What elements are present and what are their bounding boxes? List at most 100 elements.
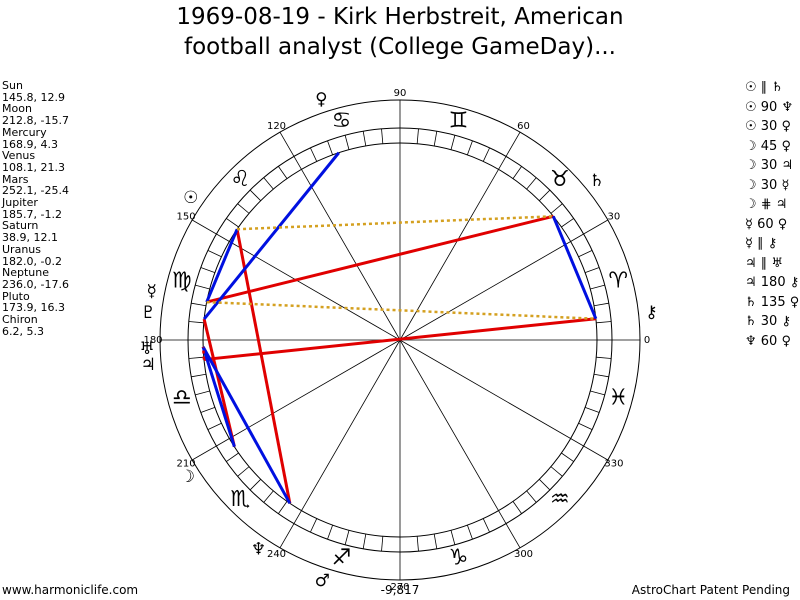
- planet-glyph: ⚷: [645, 303, 657, 323]
- degree-tick: [584, 267, 600, 273]
- degree-label: 90: [394, 88, 407, 99]
- degree-tick: [200, 407, 216, 413]
- degree-label: 60: [517, 121, 530, 132]
- sign-divider: [191, 219, 217, 235]
- degree-label: 120: [267, 121, 286, 132]
- planet-glyph: ☽: [180, 467, 195, 487]
- degree-tick: [467, 524, 473, 540]
- planet-glyph: ♂: [315, 571, 330, 591]
- planet-position: 173.9, 16.3: [2, 301, 65, 315]
- degree-tick: [578, 250, 593, 258]
- planet-glyph: ♆: [251, 540, 266, 560]
- house-spoke: [399, 339, 571, 439]
- planet-glyph: ☉: [183, 188, 198, 208]
- degree-tick: [195, 390, 210, 396]
- degree-tick: [550, 466, 563, 477]
- aspect-line: [206, 214, 554, 304]
- degree-tick: [226, 452, 239, 462]
- degree-tick: [593, 302, 609, 307]
- planet-position: 212.8, -15.7: [2, 114, 69, 128]
- degree-tick: [570, 233, 584, 242]
- degree-tick: [482, 147, 490, 162]
- house-spoke: [229, 241, 401, 341]
- degree-tick: [216, 233, 230, 242]
- degree-label: 30: [608, 212, 621, 223]
- planet-position: 168.9, 4.3: [2, 137, 58, 151]
- sign-glyph: ♐: [332, 545, 352, 570]
- planet-glyph: ♄: [589, 171, 604, 191]
- planet-position: 182.0, -0.2: [2, 254, 62, 268]
- degree-tick: [590, 390, 605, 396]
- degree-tick: [561, 218, 574, 228]
- planet-name: Mercury: [2, 125, 47, 139]
- aspect-entry: ☉ ∥ ♄: [745, 80, 784, 95]
- aspect-entry: ☉ 90 ♆: [745, 99, 794, 115]
- degree-tick: [278, 166, 288, 179]
- degree-tick: [362, 131, 367, 147]
- planet-name: Neptune: [2, 266, 50, 280]
- sign-glyph: ♒: [550, 487, 570, 512]
- degree-tick: [263, 177, 274, 190]
- degree-tick: [512, 166, 522, 179]
- degree-tick: [498, 156, 507, 170]
- degree-tick: [433, 131, 438, 147]
- degree-tick: [593, 373, 609, 378]
- planet-position: 145.8, 12.9: [2, 90, 65, 104]
- house-spoke: [399, 169, 499, 341]
- planet-position: 38.9, 12.1: [2, 231, 58, 245]
- aspect-entry: ☽ 30 ☿: [745, 177, 790, 193]
- house-spoke: [399, 241, 571, 341]
- degree-tick: [450, 135, 456, 150]
- degree-tick: [578, 422, 593, 430]
- planet-name: Chiron: [2, 313, 38, 327]
- aspect-entry: ♄ 135 ♀: [745, 294, 800, 310]
- degree-tick: [590, 284, 605, 290]
- planet-name: Mars: [2, 172, 29, 186]
- aspect-line: [206, 300, 596, 320]
- degree-tick: [195, 284, 210, 290]
- aspect-entry: ♆ 60 ♀: [745, 333, 791, 349]
- degree-label: 0: [644, 335, 650, 346]
- aspect-line: [237, 215, 554, 231]
- degree-tick: [526, 177, 537, 190]
- aspect-line: [205, 228, 239, 303]
- aspect-entry: ☽ 30 ♃: [745, 158, 794, 173]
- degree-tick: [191, 373, 207, 378]
- planet-name: Saturn: [2, 219, 39, 233]
- degree-tick: [237, 466, 250, 477]
- title-line: 1969-08-19 - Kirk Herbstreit, American: [176, 4, 624, 30]
- score: -9,817: [380, 583, 420, 597]
- degree-tick: [584, 407, 600, 413]
- degree-tick: [278, 501, 288, 514]
- degree-tick: [344, 530, 350, 545]
- degree-tick: [191, 302, 207, 307]
- degree-tick: [539, 479, 551, 491]
- degree-label: 330: [604, 459, 623, 470]
- house-spoke: [301, 339, 401, 511]
- sign-divider: [583, 219, 609, 235]
- aspect-entry: ☿ ∥ ⚷: [745, 236, 778, 251]
- degree-tick: [216, 438, 230, 447]
- degree-label: 240: [267, 549, 286, 560]
- planet-glyph: ☿: [147, 281, 157, 301]
- planet-position: 6.2, 5.3: [2, 324, 44, 338]
- planet-name: Pluto: [2, 289, 30, 303]
- degree-tick: [596, 356, 612, 359]
- sign-glyph: ♎: [172, 385, 192, 410]
- degree-tick: [263, 490, 274, 503]
- sign-glyph: ♓: [608, 385, 628, 410]
- aspect-line: [235, 228, 292, 504]
- aspect-list: ☉ ∥ ♄ ☉ 90 ♆ ☉ 30 ♀ ☽ 45 ♀ ☽ 30 ♃ ☽ 30 ☿ ☽ ⋕ ♃…: [745, 78, 799, 351]
- degree-label: 300: [514, 549, 533, 560]
- house-spoke: [301, 169, 401, 341]
- degree-label: 150: [177, 212, 196, 223]
- planet-name: Moon: [2, 102, 32, 116]
- site-link[interactable]: www.harmoniclife.com: [2, 583, 139, 597]
- sign-glyph: ♏: [230, 487, 250, 512]
- aspect-entry: ☽ 45 ♀: [745, 138, 791, 154]
- degree-tick: [293, 510, 302, 524]
- sign-glyph: ♉: [550, 167, 570, 192]
- sign-glyph: ♊: [449, 109, 469, 134]
- degree-tick: [310, 147, 318, 162]
